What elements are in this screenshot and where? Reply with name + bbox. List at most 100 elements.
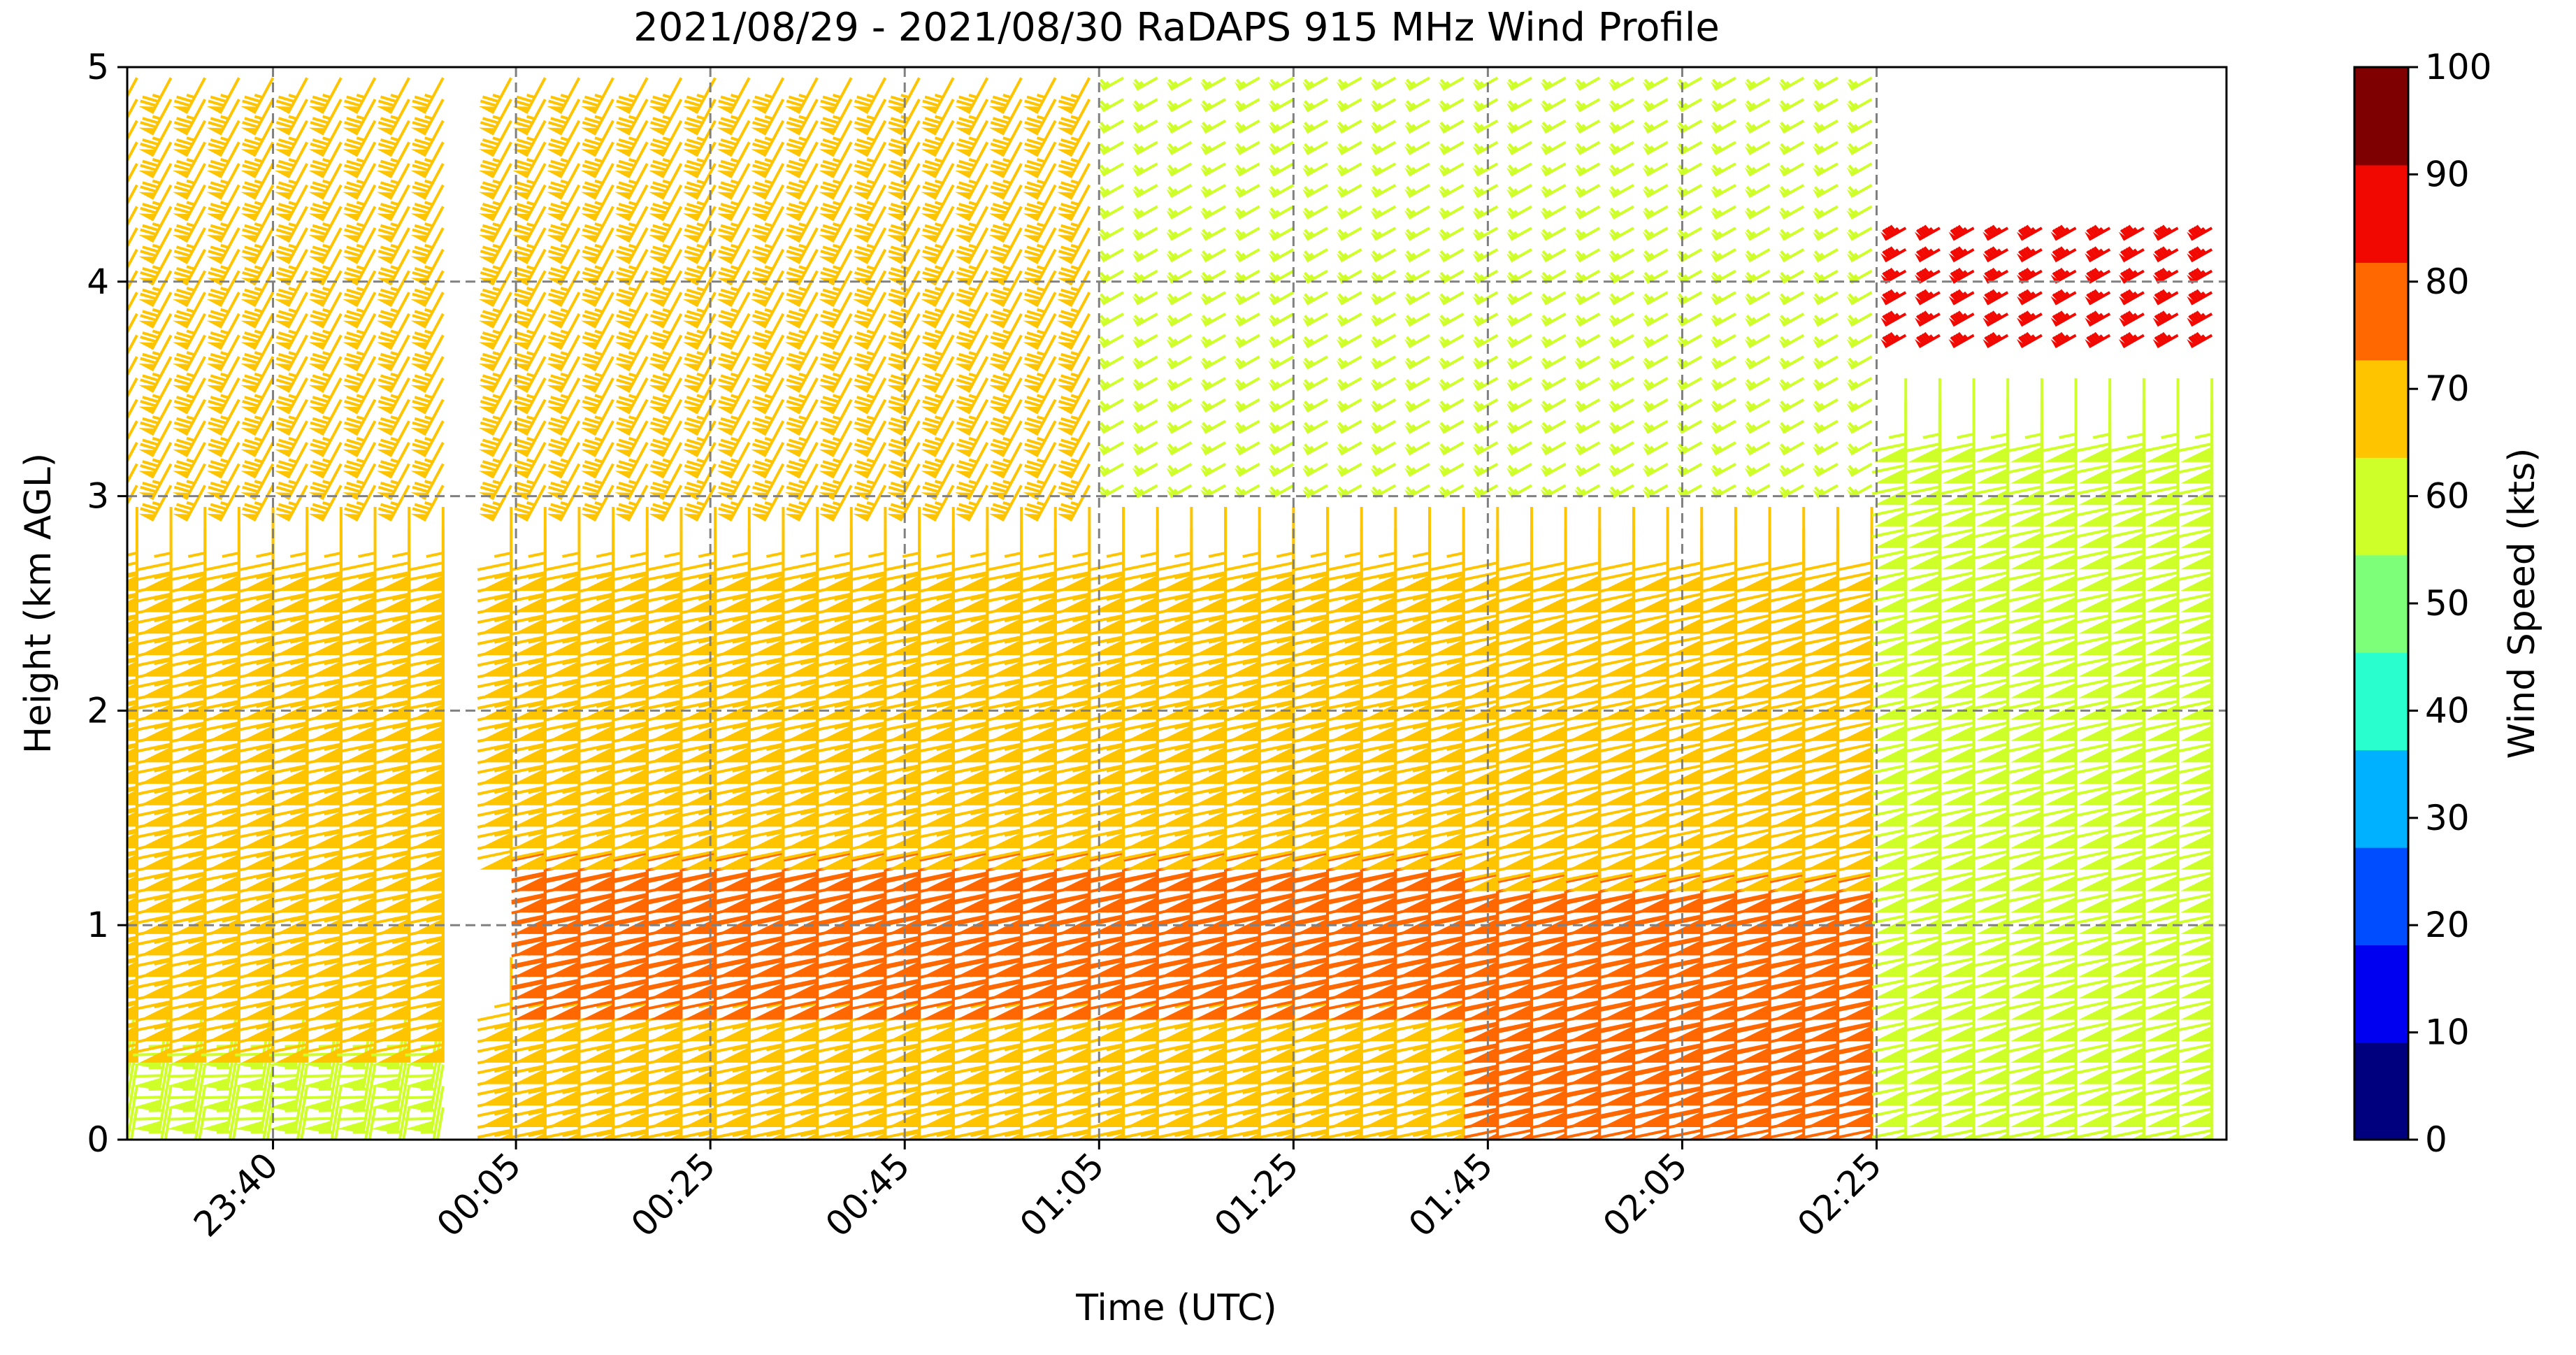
wind-barb: [240, 163, 275, 200]
wind-barb: [343, 77, 377, 114]
colorbar-tick-label: 0: [2425, 1119, 2447, 1160]
wind-barb: [240, 334, 275, 372]
wind-barb: [240, 77, 275, 114]
x-tick-label: 02:25: [1790, 1145, 1890, 1245]
colorbar-tick-label: 40: [2425, 690, 2470, 731]
wind-barb: [376, 163, 410, 200]
colorbar-swatch: [2354, 67, 2408, 166]
wind-barb: [308, 120, 343, 157]
wind-barb: [376, 292, 410, 329]
wind-barb: [206, 334, 240, 372]
wind-barb: [376, 420, 410, 457]
wind-barb: [274, 356, 308, 393]
wind-barb: [240, 292, 275, 329]
wind-barb: [274, 441, 308, 479]
wind-barb: [240, 399, 275, 436]
colorbar-tick-label: 50: [2425, 583, 2470, 624]
x-tick-label: 01:45: [1401, 1145, 1501, 1245]
wind-barb: [376, 313, 410, 350]
wind-barb: [205, 506, 240, 591]
wind-barb: [274, 270, 308, 308]
wind-barb: [308, 206, 343, 243]
wind-barb: [274, 163, 308, 200]
colorbar-swatch: [2354, 261, 2408, 361]
colorbar-swatch: [2354, 164, 2408, 263]
wind-barb: [138, 441, 173, 479]
wind-barb: [173, 334, 206, 372]
wind-barb: [436, 1107, 445, 1140]
colorbar-tick-label: 60: [2425, 476, 2470, 517]
wind-barb: [274, 120, 308, 157]
wind-barb: [308, 77, 343, 114]
wind-barb: [343, 141, 377, 179]
wind-barb: [308, 99, 343, 136]
wind-barb: [308, 334, 343, 372]
wind-barb: [343, 420, 377, 457]
y-tick-label: 2: [87, 690, 109, 731]
wind-barb: [274, 292, 308, 329]
wind-barb: [343, 99, 377, 136]
wind-barb: [138, 313, 173, 350]
wind-barb: [138, 356, 173, 393]
wind-barb: [308, 485, 343, 522]
wind-barb: [376, 270, 410, 308]
wind-barb: [138, 377, 173, 415]
x-axis-label: Time (UTC): [1075, 1287, 1276, 1329]
y-tick-label: 4: [87, 261, 109, 302]
wind-barb: [376, 120, 410, 157]
wind-barb: [274, 141, 308, 179]
wind-barb: [173, 163, 206, 200]
wind-barb: [206, 313, 240, 350]
wind-barb: [343, 163, 377, 200]
wind-barb: [138, 141, 173, 179]
wind-barb: [274, 377, 308, 415]
wind-barb: [138, 184, 173, 222]
wind-barb: [173, 120, 206, 157]
colorbar-swatch: [2354, 847, 2408, 946]
wind-barb: [138, 270, 173, 308]
wind-barb: [274, 184, 308, 222]
colorbar-tick-label: 70: [2425, 368, 2470, 409]
wind-barb: [375, 506, 411, 591]
chart-title: 2021/08/29 - 2021/08/30 RaDAPS 915 MHz W…: [633, 5, 1720, 50]
wind-barb: [308, 163, 343, 200]
wind-barb: [138, 120, 173, 157]
wind-barbs-layer: [127, 76, 2214, 1140]
wind-barb: [173, 377, 206, 415]
wind-barb: [343, 463, 377, 501]
wind-barb: [343, 227, 377, 264]
wind-barb: [138, 399, 173, 436]
wind-barb: [240, 227, 275, 264]
wind-barb: [274, 399, 308, 436]
wind-barb: [376, 99, 410, 136]
wind-barb: [376, 77, 410, 114]
wind-barb: [240, 356, 275, 393]
wind-barb: [274, 248, 308, 286]
wind-barb: [138, 485, 173, 522]
wind-barb: [343, 356, 377, 393]
wind-barb: [274, 77, 308, 114]
wind-barb: [308, 356, 343, 393]
x-tick-label: 00:25: [624, 1145, 724, 1245]
wind-barb: [308, 420, 343, 457]
wind-barb: [173, 77, 206, 114]
wind-barb: [173, 206, 206, 243]
wind-barb: [173, 420, 206, 457]
x-tick-label: 00:05: [429, 1145, 529, 1245]
wind-barb: [173, 99, 206, 136]
y-tick-label: 3: [87, 476, 109, 517]
wind-barb: [138, 163, 173, 200]
y-axis-label: Height (km AGL): [17, 453, 59, 754]
wind-barb: [274, 206, 308, 243]
colorbar-swatch: [2354, 652, 2408, 751]
wind-barb: [206, 248, 240, 286]
colorbar-swatch: [2354, 457, 2408, 556]
colorbar-swatch: [2354, 1042, 2408, 1140]
colorbar: 0 10 20 30 40 50 60 70 80 90 100: [2353, 47, 2491, 1160]
wind-barb: [173, 313, 206, 350]
wind-barb: [206, 420, 240, 457]
colorbar-swatch: [2354, 945, 2408, 1043]
y-tick-label: 1: [87, 905, 109, 945]
colorbar-swatch: [2354, 359, 2408, 458]
